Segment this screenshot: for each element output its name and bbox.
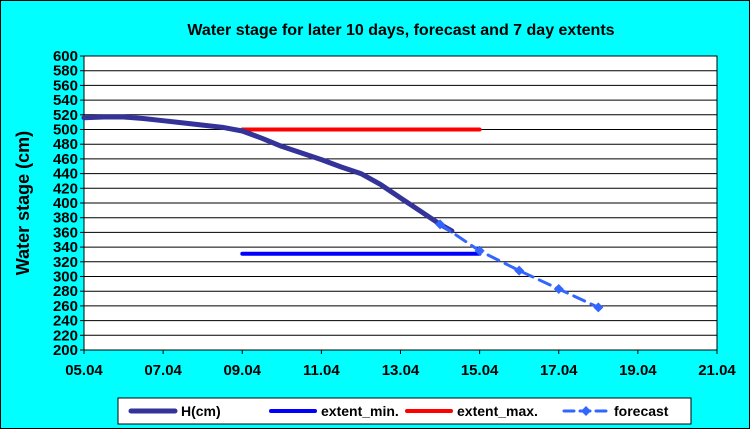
y-tick-label: 540 <box>53 92 78 109</box>
forecast-point <box>474 245 485 256</box>
chart-title: Water stage for later 10 days, forecast … <box>187 22 614 39</box>
forecast-point <box>435 219 446 230</box>
y-tick-label: 420 <box>53 180 78 197</box>
legend-items: H(cm) extent_min. extent_max. forecast <box>128 403 669 419</box>
x-tick-label: 11.04 <box>303 362 340 379</box>
series-group <box>81 114 604 313</box>
series-line-forecast <box>438 222 600 309</box>
x-tick-label: 13.04 <box>382 362 420 379</box>
x-axis-ticks: 05.04 07.04 09.04 11.04 13.04 15.04 17.04 19.04… <box>65 350 736 379</box>
x-tick-label: 09.04 <box>223 362 261 379</box>
y-tick-label: 240 <box>53 313 78 330</box>
y-tick-label: 380 <box>53 210 78 227</box>
y-tick-label: 480 <box>53 136 78 153</box>
y-tick-label: 600 <box>53 48 78 65</box>
x-tick-label: 21.04 <box>698 362 736 379</box>
y-tick-label: 440 <box>53 166 78 183</box>
y-axis-ticks: 2002202402602803003203403603804004204404… <box>53 48 84 359</box>
x-tick-label: 19.04 <box>619 362 657 379</box>
y-tick-label: 260 <box>53 298 78 315</box>
x-tick-label: 05.04 <box>65 362 103 379</box>
y-tick-label: 320 <box>53 254 78 271</box>
y-tick-label: 360 <box>53 224 78 241</box>
y-tick-label: 340 <box>53 239 78 256</box>
legend-marker <box>581 406 591 416</box>
legend-label: extent_max. <box>457 403 538 419</box>
y-axis-label: Water stage (cm) <box>13 131 33 275</box>
y-tick-label: 220 <box>53 327 78 344</box>
y-tick-label: 500 <box>53 122 78 139</box>
x-tick-label: 15.04 <box>461 362 499 379</box>
forecast-point <box>514 265 525 276</box>
gridlines <box>84 55 717 351</box>
y-tick-label: 200 <box>53 342 78 359</box>
forecast-point <box>593 302 604 313</box>
legend-label: extent_min. <box>321 403 399 419</box>
y-tick-label: 560 <box>53 77 78 94</box>
x-tick-label: 17.04 <box>540 362 578 379</box>
legend-label: forecast <box>614 403 669 419</box>
y-tick-label: 520 <box>53 107 78 124</box>
y-tick-label: 300 <box>53 269 78 286</box>
forecast-point <box>553 283 564 294</box>
x-tick-label: 07.04 <box>144 362 182 379</box>
series-line-hcm <box>81 114 455 234</box>
legend-label: H(cm) <box>181 403 221 419</box>
y-tick-label: 460 <box>53 151 78 168</box>
y-tick-label: 580 <box>53 63 78 80</box>
y-tick-label: 400 <box>53 195 78 212</box>
y-tick-label: 280 <box>53 283 78 300</box>
